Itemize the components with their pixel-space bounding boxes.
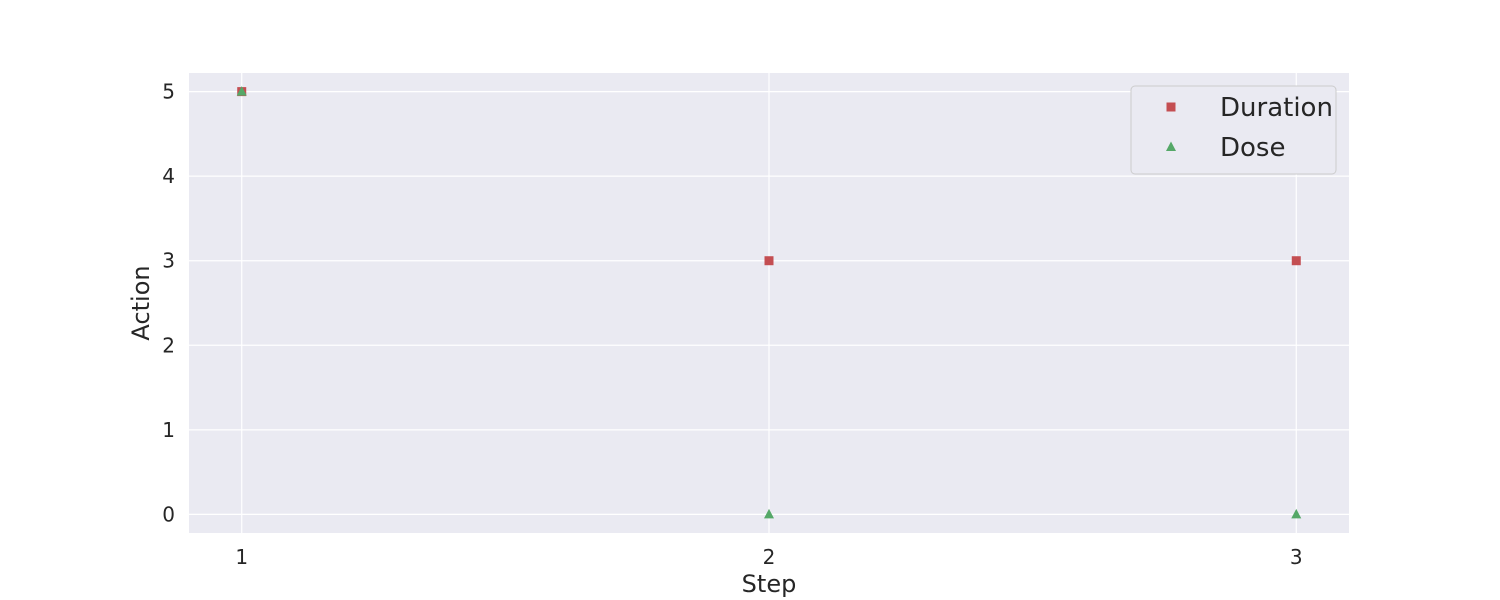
duration-point [764,256,774,266]
y-tick-label: 1 [162,418,175,442]
y-tick-label: 4 [162,164,175,188]
data-points [236,86,1302,519]
dose-point [236,86,247,96]
dose-point [1291,508,1302,519]
legend-label-duration: Duration [1220,93,1333,123]
y-tick-label: 3 [162,249,175,273]
y-tick-label: 5 [162,80,175,104]
legend-marker-dose [1166,141,1176,151]
y-tick-label: 2 [162,333,175,357]
dose-point [764,508,774,519]
y-axis-label: Action [127,265,155,340]
legend-label-dose: Dose [1220,133,1285,163]
x-axis-label: Step [742,570,797,598]
x-tick-label: 2 [763,545,776,569]
duration-point [1291,256,1301,266]
legend: Duration Dose [1130,85,1337,175]
legend-box [1130,85,1337,175]
tick-labels: 0 1 2 3 4 5 1 2 3 [162,80,1302,569]
x-tick-label: 3 [1290,545,1303,569]
legend-marker-duration [1166,102,1176,112]
y-tick-label: 0 [162,502,175,526]
x-tick-label: 1 [235,545,248,569]
